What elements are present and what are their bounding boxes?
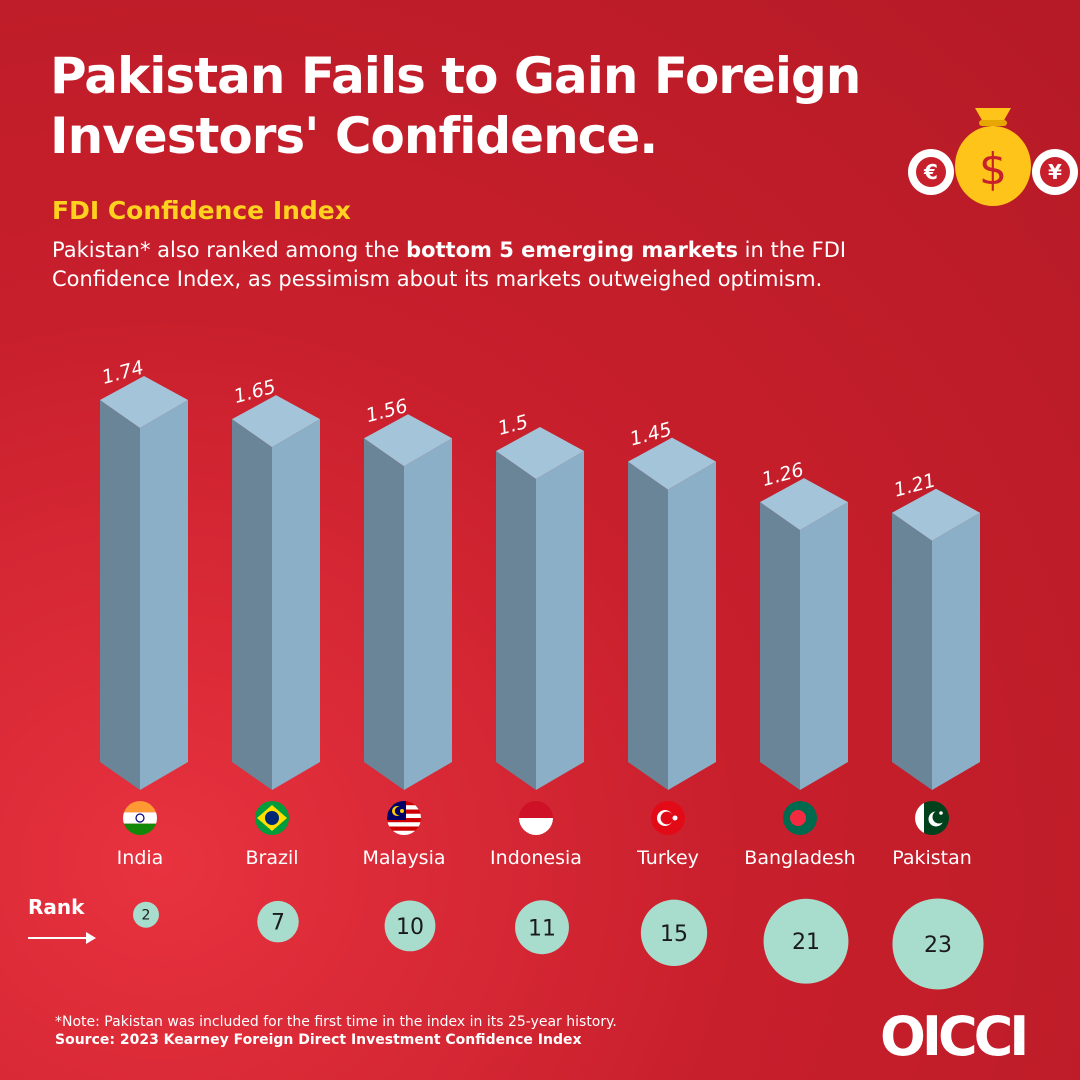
india-flag-icon [123,801,157,835]
rank-value-bangladesh: 21 [792,930,820,955]
page-title: Pakistan Fails to Gain Foreign Investors… [50,46,950,166]
rank-circle-turkey [640,899,708,966]
country-label-india: India [117,847,164,869]
country-label-turkey: Turkey [636,847,699,869]
rank-circle-malaysia [384,900,436,952]
pakistan-flag-icon [915,801,949,835]
rank-value-indonesia: 11 [528,916,556,941]
turkey-flag-icon [651,801,685,835]
bar-turkey-top [628,437,716,490]
euro-icon: € [908,149,954,195]
bar-indonesia-side [496,451,536,790]
chart-subtitle: FDI Confidence Index [52,196,351,225]
arrow-right-icon [28,932,96,944]
bar-pakistan-top [892,488,980,541]
rank-value-brazil: 7 [271,911,285,936]
bar-chart: 1.74India21.65Brazil71.56Malaysia101.5In… [100,376,984,990]
country-label-brazil: Brazil [245,847,298,869]
indonesia-flag-icon [519,801,553,835]
brazil-flag-icon [255,801,289,835]
svg-text:$: $ [979,144,1007,195]
bar-pakistan [932,512,980,790]
country-label-indonesia: Indonesia [490,847,582,869]
bar-bangladesh-side [760,502,800,790]
dollar-bag-icon: $ [955,108,1031,206]
bar-turkey [668,461,716,790]
bar-india-top [100,376,188,428]
rank-circle-indonesia [515,900,569,955]
bar-brazil-side [232,419,272,790]
bar-malaysia-side [364,438,404,790]
description-highlight: bottom 5 emerging markets [406,238,738,262]
yen-icon: ¥ [1032,149,1078,195]
bar-brazil [272,419,320,790]
rank-circle-pakistan [892,898,984,990]
malaysia-flag-icon [387,801,421,835]
svg-text:¥: ¥ [1048,160,1062,184]
rank-value-india: 2 [142,908,151,924]
rank-circle-brazil [257,900,299,943]
description-text: Pakistan* also ranked among the [52,238,407,262]
rank-value-pakistan: 23 [924,933,952,958]
bar-indonesia [536,451,584,790]
rank-circle-india [133,901,159,928]
bar-brazil-top [232,395,320,448]
svg-text:€: € [923,160,938,184]
rank-value-malaysia: 10 [396,915,424,940]
bar-malaysia [404,438,452,790]
bar-pakistan-side [892,512,932,790]
bar-indonesia-top [496,427,584,480]
bar-india-side [100,400,140,790]
oicci-logo: OICCI [880,1005,1029,1068]
bar-bangladesh-top [760,478,848,531]
source-citation: Source: 2023 Kearney Foreign Direct Inve… [55,1032,582,1048]
description-text-end: in the FDI Confidence Index, as pessimis… [52,238,847,291]
currency-icons: € $ ¥ [905,88,1080,212]
rank-value-turkey: 15 [660,922,688,947]
rank-label: Rank [28,895,85,919]
bar-bangladesh [800,502,848,790]
country-label-malaysia: Malaysia [362,847,445,869]
title-line-1: Pakistan Fails to Gain Foreign [50,47,861,105]
description: Pakistan* also ranked among the bottom 5… [52,236,952,294]
rank-circle-bangladesh [763,898,849,984]
bar-india [140,400,188,790]
bangladesh-flag-icon [783,801,817,835]
bar-turkey-side [628,461,668,790]
country-label-pakistan: Pakistan [892,847,972,869]
bar-malaysia-top [364,414,452,467]
country-label-bangladesh: Bangladesh [744,847,855,869]
title-line-2: Investors' Confidence. [50,107,658,165]
footnote: *Note: Pakistan was included for the fir… [55,1014,617,1030]
